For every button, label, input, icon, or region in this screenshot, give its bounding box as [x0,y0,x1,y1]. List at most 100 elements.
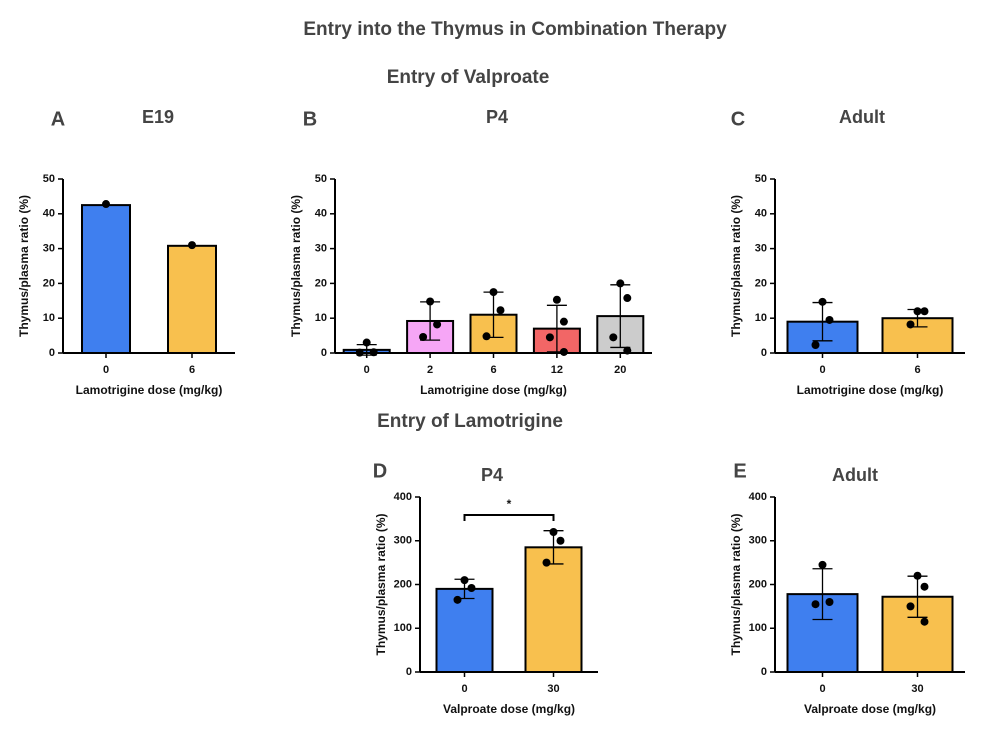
y-axis-label: Thymus/plasma ratio (%) [729,195,743,337]
x-tick-label: 0 [103,364,109,376]
x-tick-label: 0 [819,364,825,376]
bar [435,587,494,673]
data-point [489,288,498,297]
x-tick-label: 6 [914,364,920,376]
data-point [623,294,632,303]
y-tick-label: 100 [394,622,412,634]
data-point [102,200,110,209]
y-axis-label: Thymus/plasma ratio (%) [289,195,303,337]
figure-title: Entry into the Thymus in Combination The… [303,19,727,40]
y-tick-label: 300 [749,535,767,547]
data-point [453,595,462,604]
data-point [920,617,929,626]
y-tick-label: 40 [315,208,327,220]
data-point [920,582,929,591]
bar [81,204,131,354]
panel-letter: E [733,460,746,482]
y-tick-label: 10 [315,312,327,324]
bar [524,546,583,673]
x-axis-label: Valproate dose (mg/kg) [804,702,936,716]
y-tick-label: 20 [43,277,55,289]
data-point [362,338,371,347]
data-point [616,279,625,288]
data-point [920,307,929,316]
data-point [426,297,435,306]
data-point [811,600,820,609]
panel-title: Adult [832,465,878,485]
panel-letter: D [373,460,387,482]
data-point [609,333,618,342]
y-tick-label: 30 [315,243,327,255]
panel-title: P4 [481,465,503,485]
y-axis-label: Thymus/plasma ratio (%) [374,513,388,655]
x-axis-label: Lamotrigine dose (mg/kg) [797,383,944,397]
data-point [913,571,922,580]
y-tick-label: 0 [49,347,55,359]
y-tick-label: 30 [43,243,55,255]
data-point [559,347,568,356]
section-title: Entry of Valproate [387,67,550,88]
data-point [542,558,551,567]
data-point [355,348,364,357]
data-point [467,584,476,592]
panel-letter: A [51,108,65,130]
data-point [811,340,820,349]
y-tick-label: 50 [755,173,767,185]
panel-letter: B [303,108,317,130]
x-tick-label: 12 [551,364,563,376]
data-point [545,333,554,342]
data-point [623,346,632,355]
y-axis-label: Thymus/plasma ratio (%) [17,195,31,337]
data-point [559,317,568,326]
significance-label: * [507,497,512,511]
data-point [460,576,469,585]
y-axis-label: Thymus/plasma ratio (%) [729,513,743,655]
data-point [818,560,827,569]
data-point [433,320,442,329]
y-tick-label: 400 [749,491,767,503]
data-point [825,315,834,324]
data-point [825,598,834,606]
data-point [552,295,561,304]
x-tick-label: 0 [461,683,467,695]
data-point [419,332,428,341]
y-tick-label: 200 [394,578,412,590]
data-point [496,306,505,315]
significance-bracket [463,514,555,521]
panel-title: E19 [142,107,174,127]
x-tick-label: 0 [364,364,370,376]
x-tick-label: 20 [614,364,626,376]
y-tick-label: 200 [749,578,767,590]
y-tick-label: 20 [755,277,767,289]
x-tick-label: 2 [427,364,433,376]
y-tick-label: 300 [394,535,412,547]
data-point [818,297,827,306]
y-tick-label: 400 [394,491,412,503]
y-tick-label: 10 [755,312,767,324]
data-point [482,332,491,341]
x-tick-label: 30 [547,683,559,695]
y-tick-label: 0 [321,347,327,359]
data-point [556,536,565,545]
data-point [906,602,915,611]
data-point [188,241,196,250]
y-tick-label: 20 [315,277,327,289]
panel-letter: C [731,108,745,130]
data-point [549,528,558,536]
data-point [906,320,915,329]
y-tick-label: 40 [755,208,767,220]
panel-title: Adult [839,107,885,127]
data-point [913,307,922,316]
y-tick-label: 0 [406,666,412,678]
y-tick-label: 0 [761,347,767,359]
x-tick-label: 6 [490,364,496,376]
x-tick-label: 30 [911,683,923,695]
y-tick-label: 100 [749,622,767,634]
y-tick-label: 40 [43,208,55,220]
data-point [369,348,378,357]
x-axis-label: Valproate dose (mg/kg) [443,702,575,716]
x-axis-label: Lamotrigine dose (mg/kg) [76,383,223,397]
x-tick-label: 0 [819,683,825,695]
y-tick-label: 50 [43,173,55,185]
